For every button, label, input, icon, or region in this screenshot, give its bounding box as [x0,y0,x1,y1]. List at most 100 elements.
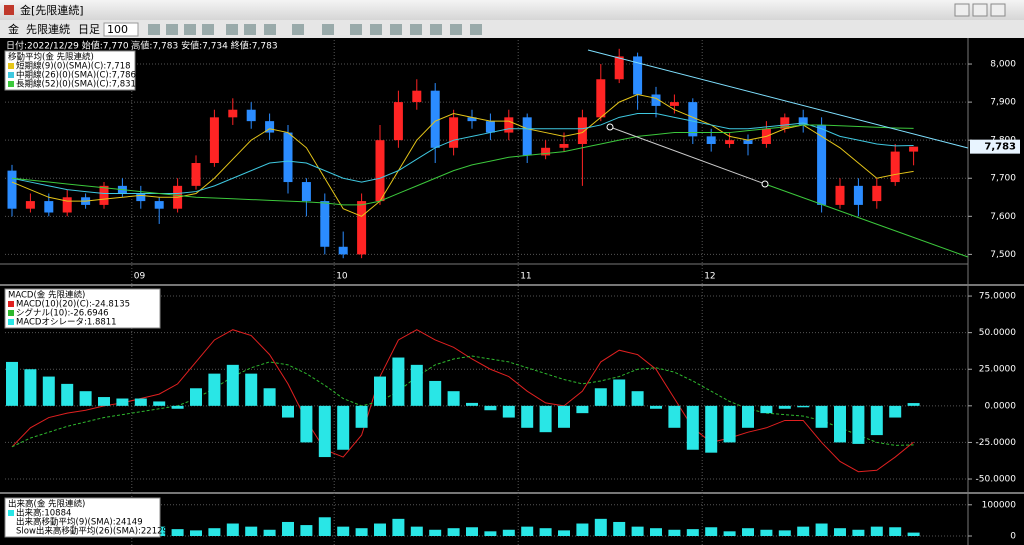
tool-icon[interactable] [184,24,196,35]
bar [300,405,313,443]
y-tick-label: 8,000 [990,60,1016,70]
minimize-button[interactable] [954,3,970,17]
y-tick-label: 25.0000 [979,365,1016,375]
charts: 091011128,0007,9007,8007,7007,6007,5007,… [4,40,1020,545]
bar [190,530,202,536]
bar [208,373,221,406]
x-tick-label: 12 [704,272,715,282]
legend-swatch [8,63,14,69]
candle-body [853,185,863,205]
window-controls[interactable] [954,3,1006,17]
bar [723,405,736,443]
legend-swatch [8,510,14,516]
candle-body [725,140,735,144]
candle-body [890,151,900,183]
legend-box [4,497,161,538]
candle-body [835,185,845,205]
bar [98,397,110,406]
candle-body [7,170,17,209]
tool-icon[interactable] [322,24,334,35]
contract-field[interactable]: 先限連続 [26,22,70,36]
tool-icon[interactable] [244,24,256,35]
maximize-button[interactable] [972,3,988,17]
bar [521,526,534,536]
candle-body [99,185,109,205]
trend-anchor [761,180,769,188]
tool-icon[interactable] [430,24,442,35]
bar [815,405,828,428]
bar [539,528,552,536]
bar [263,388,276,406]
candle-body [357,201,367,255]
bar [815,523,828,536]
bar [245,373,258,406]
tool-icon[interactable] [450,24,462,35]
legend-swatch [8,319,14,325]
candle-body [338,246,348,255]
count-input[interactable] [103,22,139,37]
legend: 移動平均(金 先限連続)短期線(9)(0)(SMA)(C):7,718中期線(2… [4,50,136,91]
tool-icon[interactable] [148,24,160,35]
bar [61,383,74,406]
bar [79,391,92,406]
bar [797,526,810,536]
bar [889,405,902,418]
count-value[interactable]: 100 [107,23,128,36]
bar [539,405,552,433]
bar [337,526,350,536]
bar [594,518,607,536]
candle-body [265,121,275,133]
legend-swatch [8,81,14,87]
line-series [11,93,914,217]
tool-icon[interactable] [470,24,482,35]
bar [153,401,166,406]
candle-body [651,94,661,106]
legend-entry: 短期線(9)(0)(SMA)(C):7,718 [16,61,131,72]
bar [778,530,791,536]
candle-body [375,140,385,202]
tool-icon[interactable] [264,24,276,35]
tool-icon[interactable] [350,24,362,35]
tool-icon[interactable] [390,24,402,35]
candle-body [577,117,587,144]
legend-title: 移動平均(金 先限連続) [8,52,94,63]
bar [447,528,460,536]
toolbar-icons[interactable] [148,24,482,35]
bar [650,405,662,409]
bar [705,527,718,536]
tool-icon[interactable] [292,24,304,35]
candle-body [209,117,219,164]
bar [245,526,258,536]
y-tick-label: 0.0000 [985,401,1017,411]
candle-body [25,201,35,209]
legend-entry: 出来高移動平均(9)(SMA):24149 [16,517,143,528]
tool-icon[interactable] [370,24,382,35]
candle-body [320,201,330,247]
bar [355,528,368,536]
tool-icon[interactable] [166,24,178,35]
bar [502,529,515,536]
y-tick-label: 0 [1010,532,1016,542]
symbol-field[interactable]: 金 [8,22,19,36]
candle-body [633,56,643,95]
bar [521,405,534,428]
bar [631,391,644,406]
candle-body [412,90,422,103]
legend-title: MACD(金 先限連続) [8,290,85,301]
tool-icon[interactable] [202,24,214,35]
bar [686,405,699,450]
bar [226,523,239,536]
candle-body [283,132,293,183]
bar [852,405,865,444]
bar [484,405,497,411]
bar [282,521,294,536]
tool-icon[interactable] [226,24,238,35]
bar [318,405,331,458]
bar [668,405,681,428]
close-button[interactable] [990,3,1006,17]
period-select[interactable]: 日足 [78,23,100,36]
legend-entry: 出来高:10884 [16,508,71,519]
bar [594,388,607,406]
tool-icon[interactable] [410,24,422,35]
